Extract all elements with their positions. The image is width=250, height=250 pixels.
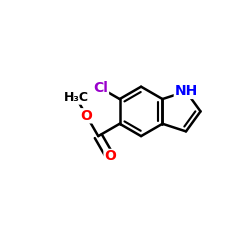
Text: O: O [80,109,92,123]
Text: Cl: Cl [94,81,108,95]
Text: H₃C: H₃C [64,91,88,104]
Text: NH: NH [174,84,198,98]
Text: O: O [104,150,116,164]
